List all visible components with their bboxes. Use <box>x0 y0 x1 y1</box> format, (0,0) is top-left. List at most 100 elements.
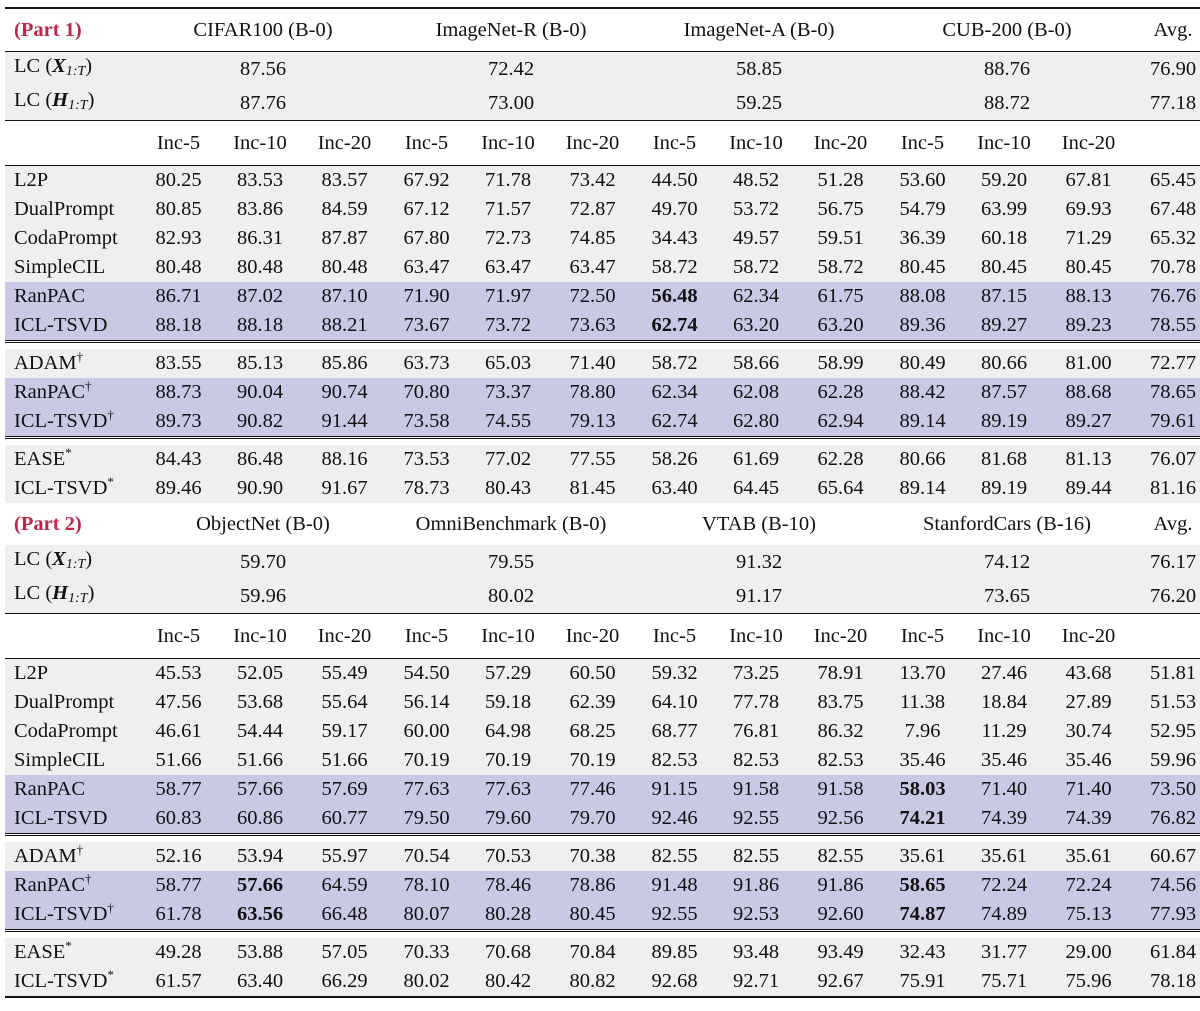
score-value: 88.16 <box>302 445 387 474</box>
rule-cell <box>962 929 1046 933</box>
score-value: 91.58 <box>714 775 798 804</box>
lc-value: 87.56 <box>139 52 387 86</box>
rule-cell <box>466 996 550 999</box>
score-value: 79.50 <box>387 804 466 835</box>
method-name: L2P <box>5 659 139 688</box>
score-value: 58.03 <box>883 775 962 804</box>
method-name: CodaPrompt <box>5 717 139 746</box>
score-value: 70.53 <box>466 842 550 871</box>
gap-cell <box>962 932 1046 938</box>
score-value: 79.70 <box>550 804 635 835</box>
rule-cell <box>550 340 635 344</box>
method-row: DualPrompt 80.85 83.86 84.59 67.12 71.57 72.87… <box>5 195 1200 224</box>
rule-cell <box>302 340 387 344</box>
score-value: 89.14 <box>883 407 962 438</box>
lc-value: 87.76 <box>139 86 387 121</box>
inc-label: Inc-10 <box>714 120 798 166</box>
avg-value: 73.50 <box>1131 775 1200 804</box>
score-value: 68.25 <box>550 717 635 746</box>
rule-cell <box>5 340 139 344</box>
rule-cell <box>1046 929 1132 933</box>
score-value: 82.55 <box>635 842 714 871</box>
row-label: LC (H1:T) <box>5 579 139 614</box>
score-value: 80.28 <box>466 900 550 931</box>
score-value: 70.19 <box>550 746 635 775</box>
score-value: 72.73 <box>466 224 550 253</box>
method-name: RanPAC† <box>5 378 139 407</box>
score-value: 91.15 <box>635 775 714 804</box>
score-value: 60.83 <box>139 804 218 835</box>
score-value: 78.86 <box>550 871 635 900</box>
group-rule <box>5 929 1200 933</box>
score-value: 83.55 <box>139 349 218 378</box>
lc-row: LC (X1:T) 59.70 79.55 91.32 74.12 76.17 <box>5 545 1200 579</box>
rule-cell <box>714 658 798 659</box>
score-value: 86.32 <box>798 717 883 746</box>
score-value: 78.46 <box>466 871 550 900</box>
score-value: 74.39 <box>1046 804 1132 835</box>
score-value: 79.60 <box>466 804 550 835</box>
score-value: 31.77 <box>962 938 1046 967</box>
score-value: 80.48 <box>139 253 218 282</box>
rule-cell <box>550 436 635 440</box>
score-value: 89.27 <box>1046 407 1132 438</box>
rule-cell <box>635 340 714 344</box>
score-value: 45.53 <box>139 659 218 688</box>
method-marker: * <box>107 474 114 490</box>
score-value: 79.13 <box>550 407 635 438</box>
score-value: 80.45 <box>883 253 962 282</box>
rule-cell <box>466 929 550 933</box>
rule-cell <box>883 833 962 837</box>
score-value: 82.55 <box>714 842 798 871</box>
rule-cell <box>714 51 798 52</box>
rule-cell <box>635 658 714 659</box>
avg-value: 61.84 <box>1131 938 1200 967</box>
score-value: 73.67 <box>387 311 466 342</box>
score-value: 58.66 <box>714 349 798 378</box>
method-marker: † <box>85 378 92 394</box>
gap-cell <box>635 932 714 938</box>
rule-cell <box>218 658 302 659</box>
score-value: 49.70 <box>635 195 714 224</box>
rule-cell <box>798 340 883 344</box>
rule-cell <box>1131 436 1200 440</box>
score-value: 59.51 <box>798 224 883 253</box>
rule-cell <box>218 51 302 52</box>
score-value: 87.87 <box>302 224 387 253</box>
avg-value: 65.32 <box>1131 224 1200 253</box>
score-value: 68.77 <box>635 717 714 746</box>
score-value: 63.73 <box>387 349 466 378</box>
score-value: 74.89 <box>962 900 1046 931</box>
rule-cell <box>218 833 302 837</box>
score-value: 18.84 <box>962 688 1046 717</box>
score-value: 71.40 <box>962 775 1046 804</box>
score-value: 59.20 <box>962 166 1046 195</box>
rule-cell <box>5 929 139 933</box>
score-value: 86.48 <box>218 445 302 474</box>
score-value: 51.66 <box>302 746 387 775</box>
rule-cell <box>139 340 218 344</box>
rule-cell <box>1046 165 1132 166</box>
score-value: 89.23 <box>1046 311 1132 342</box>
rule-cell <box>798 658 883 659</box>
score-value: 86.31 <box>218 224 302 253</box>
inc-label: Inc-5 <box>635 120 714 166</box>
method-name-text: ICL-TSVD <box>14 903 108 925</box>
score-value: 57.05 <box>302 938 387 967</box>
inc-label: Inc-20 <box>798 613 883 659</box>
blank-cell <box>1131 120 1200 166</box>
method-row: L2P 45.53 52.05 55.49 54.50 57.29 60.50 59.32 73… <box>5 659 1200 688</box>
score-value: 43.68 <box>1046 659 1132 688</box>
score-value: 78.73 <box>387 474 466 503</box>
rule-cell <box>798 929 883 933</box>
rule-cell <box>5 165 139 166</box>
rule-cell <box>139 929 218 933</box>
score-value: 82.55 <box>798 842 883 871</box>
rule-cell <box>387 436 466 440</box>
score-value: 63.40 <box>635 474 714 503</box>
score-value: 89.19 <box>962 474 1046 503</box>
score-value: 87.10 <box>302 282 387 311</box>
gap-cell <box>387 343 466 349</box>
rule-cell <box>302 165 387 166</box>
score-value: 29.00 <box>1046 938 1132 967</box>
